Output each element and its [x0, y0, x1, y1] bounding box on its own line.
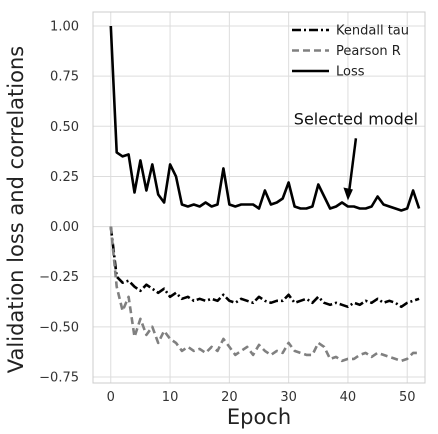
x-axis-label: Epoch: [227, 405, 291, 429]
x-tick-label: 10: [162, 390, 179, 405]
plot-frame: [92, 11, 426, 384]
x-tick-label: 50: [399, 390, 416, 405]
annotation: Selected model: [294, 109, 418, 201]
y-tick-label: 0.75: [50, 70, 79, 85]
y-tick-label: −0.75: [39, 370, 79, 385]
series-layer: [109, 25, 421, 363]
series-line-pearson-r: [109, 226, 420, 363]
y-tick-label: 0.50: [50, 120, 79, 135]
x-tick-label: 40: [340, 390, 357, 405]
tick-labels: 0 10 20 30 40 50 1.00 0.75 0.50 0.25 0.00 −0.25 −0.5…: [39, 20, 415, 405]
y-tick-label: −0.25: [39, 270, 79, 285]
legend-label-loss: Loss: [336, 65, 365, 80]
x-tick-label: 30: [280, 390, 297, 405]
annotation-arrowhead: [343, 187, 353, 201]
legend: Kendall tau Pearson R Loss: [292, 24, 409, 80]
y-tick-label: 1.00: [50, 20, 79, 35]
y-tick-label: 0.00: [50, 220, 79, 235]
series-line-kendall-tau: [109, 226, 420, 309]
series-line-loss: [109, 25, 421, 212]
x-tick-label: 0: [107, 390, 115, 405]
annotation-label: Selected model: [294, 109, 418, 128]
x-tick-label: 20: [221, 390, 238, 405]
legend-label-kendall-tau: Kendall tau: [336, 24, 409, 39]
annotation-arrow: [347, 138, 358, 192]
legend-label-pearson-r: Pearson R: [336, 44, 401, 59]
y-axis-label: Validation loss and correlations: [4, 46, 28, 373]
y-tick-label: −0.50: [39, 320, 79, 335]
y-tick-label: 0.25: [50, 170, 79, 185]
